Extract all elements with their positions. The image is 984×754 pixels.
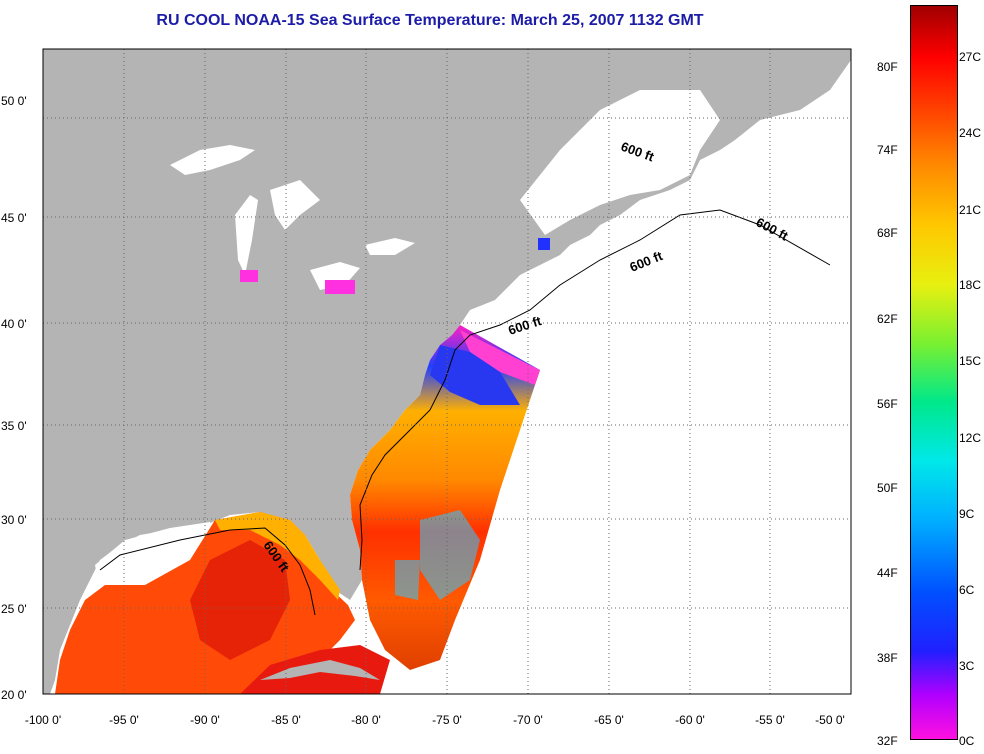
gulf-st-lawrence: [520, 90, 720, 235]
colorbar-c-label: 18C: [959, 278, 982, 292]
colorbar-c-label: 27C: [959, 50, 982, 64]
cuba-land: [260, 660, 380, 680]
lon-label: -70 0': [513, 713, 543, 727]
colorbar-c-label: 12C: [959, 431, 982, 445]
lon-label: -50 0': [815, 713, 845, 727]
colorbar-c-label: 24C: [959, 126, 982, 140]
colorbar-f-label: 74F: [877, 143, 898, 157]
lat-label: 30 0': [1, 513, 27, 527]
map-border: [42, 48, 852, 695]
colorbar-f-label: 32F: [877, 734, 898, 748]
colorbar-f-label: 38F: [877, 651, 898, 665]
sst-atlantic-cool-patches: [395, 510, 480, 600]
lon-label: -75 0': [432, 713, 462, 727]
lake-michigan-hotspot: [240, 270, 258, 282]
lat-label: 45 0': [1, 211, 27, 225]
lon-axis: -100 0' -95 0' -90 0' -85 0' -80 0' -75 …: [25, 713, 845, 727]
colorbar-f-label: 62F: [877, 312, 898, 326]
lat-label: 25 0': [1, 602, 27, 616]
colorbar-f-label: 56F: [877, 397, 898, 411]
lon-label: -90 0': [190, 713, 220, 727]
lon-label: -80 0': [351, 713, 381, 727]
colorbar-c-label: 21C: [959, 203, 982, 217]
sst-gulf-shelf-yellow: [215, 512, 340, 600]
lon-label: -65 0': [594, 713, 624, 727]
colorbar-c-label: 9C: [959, 507, 975, 521]
colorbar-f-label: 44F: [877, 566, 898, 580]
lon-label: -85 0': [271, 713, 301, 727]
great-lakes: [170, 145, 415, 290]
lon-label: -95 0': [109, 713, 139, 727]
lat-label: 40 0': [1, 317, 27, 331]
sst-shelf-blue: [430, 345, 520, 405]
colorbar-f-label: 80F: [877, 60, 898, 74]
colorbar-f-label: 50F: [877, 481, 898, 495]
gulf-of-maine-spot: [538, 238, 550, 250]
colorbar-c-label: 6C: [959, 583, 975, 597]
map-title: RU COOL NOAA-15 Sea Surface Temperature:…: [156, 12, 704, 29]
lat-label: 50 0': [1, 94, 27, 108]
lon-label: -55 0': [755, 713, 785, 727]
temperature-colorbar: [910, 5, 958, 740]
depth-contour-600ft: [99, 209, 831, 616]
graticule: [43, 49, 851, 694]
colorbar-f-label: 68F: [877, 226, 898, 240]
lat-label: 20 0': [1, 688, 27, 702]
lon-label: -60 0': [675, 713, 705, 727]
lake-erie-hotspot: [325, 280, 355, 294]
lat-label: 35 0': [1, 419, 27, 433]
colorbar-c-label: 3C: [959, 659, 975, 673]
colorbar-c-label: 15C: [959, 354, 982, 368]
sst-gulf-warm-core: [190, 540, 290, 660]
sst-shelf-cold: [460, 330, 540, 385]
colorbar-c-label: 0C: [959, 734, 975, 748]
lon-label: -100 0': [25, 713, 61, 727]
